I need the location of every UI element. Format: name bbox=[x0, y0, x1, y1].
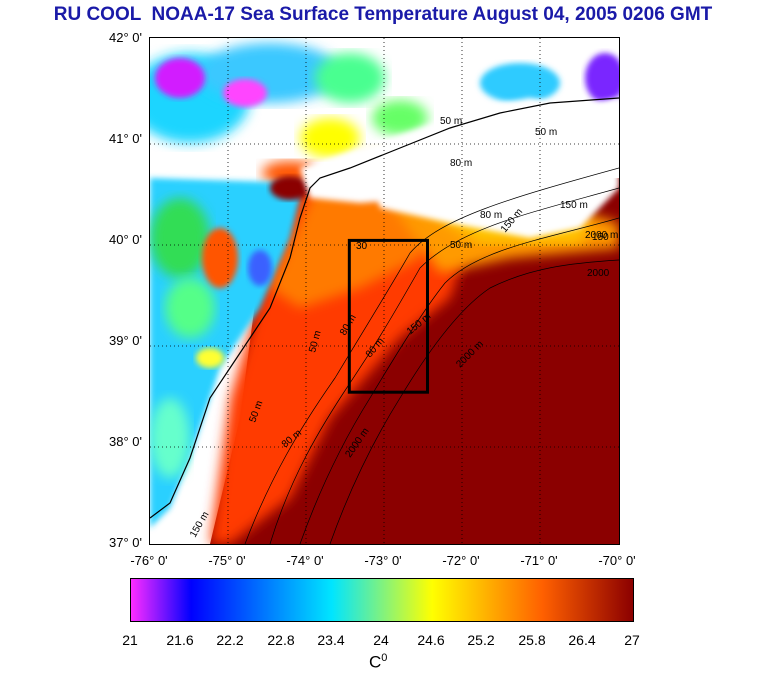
lon-label-75: -75° 0' bbox=[208, 553, 246, 568]
colorbar-tick: 25.8 bbox=[518, 632, 546, 648]
lat-label-40: 40° 0' bbox=[109, 232, 142, 247]
bathy-label: 2000 bbox=[587, 268, 610, 279]
study-area-box[interactable] bbox=[347, 238, 429, 394]
colorbar-tick: 26.4 bbox=[568, 632, 596, 648]
sst-map-canvas: 50 m 80 m 150 m 2000 m 50 m 80 m 150 200… bbox=[150, 38, 619, 544]
graticule bbox=[150, 38, 619, 544]
lat-label-37: 37° 0' bbox=[109, 535, 142, 550]
lon-label-70: -70° 0' bbox=[598, 553, 636, 568]
bathy-label: 150 bbox=[592, 232, 609, 243]
map-title: RU COOL NOAA-17 Sea Surface Temperature … bbox=[53, 4, 713, 25]
colorbar-tick: 22.8 bbox=[267, 632, 295, 648]
bathymetry-contours bbox=[244, 167, 619, 544]
lat-label-39: 39° 0' bbox=[109, 333, 142, 348]
unit-sup: 0 bbox=[381, 652, 388, 664]
colorbar-unit: C0 bbox=[369, 652, 387, 673]
lon-label-72: -72° 0' bbox=[442, 553, 480, 568]
bathy-label: 2000 m bbox=[585, 230, 618, 241]
coastline bbox=[150, 97, 619, 519]
colorbar-tick: 21.6 bbox=[166, 632, 194, 648]
lon-label-74: -74° 0' bbox=[286, 553, 324, 568]
colorbar-tick: 25.2 bbox=[467, 632, 495, 648]
colorbar-tick: 21 bbox=[122, 632, 138, 648]
bathy-label: 80 m bbox=[480, 210, 502, 221]
temperature-colorbar bbox=[130, 578, 634, 622]
colorbar-tick: 23.4 bbox=[317, 632, 345, 648]
bathy-label: 80 m bbox=[450, 158, 472, 169]
colorbar-tick: 24.6 bbox=[417, 632, 445, 648]
lat-label-41: 41° 0' bbox=[109, 131, 142, 146]
bathy-label: 30 bbox=[356, 241, 368, 252]
lat-label-38: 38° 0' bbox=[109, 434, 142, 449]
colorbar-tick: 24 bbox=[373, 632, 389, 648]
sst-map[interactable]: 50 m 80 m 150 m 2000 m 50 m 80 m 150 200… bbox=[149, 37, 620, 545]
bathy-label: 150 m bbox=[560, 200, 588, 211]
unit-base: C bbox=[369, 652, 382, 672]
colorbar-tick: 27 bbox=[624, 632, 640, 648]
bathy-label: 50 m bbox=[450, 240, 472, 251]
bathy-label: 50 m bbox=[535, 127, 557, 138]
lat-label-42: 42° 0' bbox=[109, 30, 142, 45]
bathy-label: 50 m bbox=[440, 116, 462, 127]
sst-field bbox=[150, 43, 619, 544]
lon-label-73: -73° 0' bbox=[364, 553, 402, 568]
colorbar-tick: 22.2 bbox=[216, 632, 244, 648]
lon-label-71: -71° 0' bbox=[520, 553, 558, 568]
lon-label-76: -76° 0' bbox=[130, 553, 168, 568]
